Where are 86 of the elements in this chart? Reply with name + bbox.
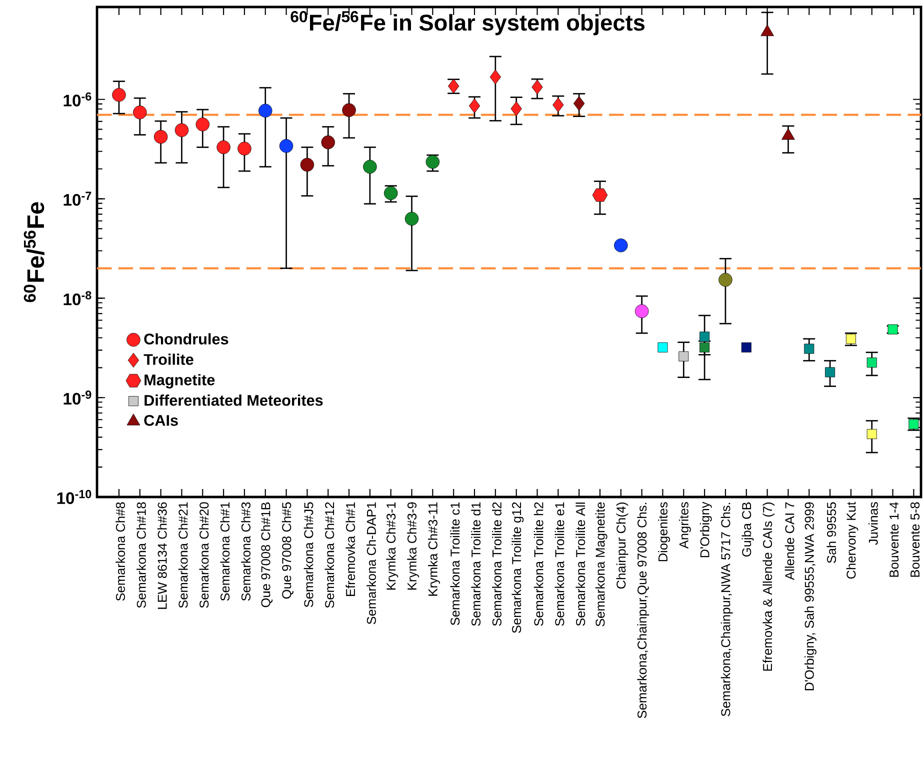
legend-label: Troilite — [144, 354, 194, 365]
point — [700, 342, 710, 352]
x-tick-label: Semarkona Troilite All — [576, 502, 586, 626]
legend-label: Magnetite — [144, 374, 215, 388]
x-tick-label: Semarkona Ch#21 — [178, 502, 188, 608]
x-tick-label: Krymka Ch#3-9 — [407, 502, 420, 590]
x-tick-label: Diogenites — [658, 502, 670, 562]
x-tick-label: Allende CAI 7 — [784, 502, 794, 580]
point — [804, 344, 814, 354]
x-tick-label: Semarkona Ch#18 — [136, 502, 146, 608]
point — [174, 123, 189, 138]
point — [384, 186, 398, 200]
x-tick-label: D'Orbigny, Sah 99555,NWA 2999 — [804, 502, 816, 690]
y-tick-label: 10$^{-10}$ — [57, 490, 92, 504]
point — [258, 104, 272, 118]
point — [678, 351, 689, 362]
point — [718, 272, 732, 287]
y-tick-label: 10$^{-9}$ — [64, 390, 92, 405]
x-tick-label: Angrites — [679, 502, 691, 549]
x-tick-label: D'Orbigny — [700, 502, 712, 558]
x-tick-label: Semarkona Troilite c1 — [450, 502, 460, 626]
point — [634, 304, 649, 318]
point — [825, 367, 836, 378]
point — [490, 70, 502, 84]
x-tick-label: Bouvente 5-8 — [910, 502, 920, 577]
point — [510, 101, 522, 116]
x-tick-label: Bouvente 1-4 — [890, 502, 899, 577]
point — [592, 188, 608, 202]
x-tick-label: Semarkona,Chainpur,Que 97008 Chs. — [637, 502, 650, 718]
x-tick-label: Semarkona Troilite e1 — [554, 502, 564, 626]
x-tick-label: Semarkona Ch#J5 — [304, 502, 314, 608]
x-tick-label: Semarkona Troilite d1 — [471, 502, 481, 626]
x-tick-label: Que 97008 Ch#1B — [260, 502, 273, 608]
point — [342, 103, 356, 117]
point — [133, 106, 147, 120]
point — [321, 135, 335, 150]
x-tick-label: Efremovka & Allende CAIs (7) — [762, 502, 775, 671]
point — [238, 142, 252, 156]
point — [866, 358, 877, 368]
point — [700, 332, 710, 342]
point — [866, 429, 877, 440]
point — [658, 342, 668, 352]
x-tick-label: Semarkona Troilite h2 — [534, 502, 544, 626]
x-tick-label: Semarkona Ch#12 — [324, 502, 334, 608]
point — [300, 158, 314, 172]
x-tick-label: Semarkona Ch#1 — [220, 502, 230, 601]
y-axis-title: $^{60}$Fe/$^{56}$Fe — [24, 202, 44, 302]
x-tick-label: Que 97008 Ch#5 — [282, 502, 294, 599]
point — [216, 140, 230, 154]
x-tick-label: Semarkona,Chainpur,NWA 5717 Chs. — [720, 502, 733, 716]
point — [404, 212, 419, 226]
x-tick-label: Semarkona Troilite d2 — [492, 502, 502, 626]
point — [112, 88, 126, 102]
point — [363, 160, 377, 174]
point — [196, 118, 210, 132]
x-tick-label: Chervony Kut — [846, 502, 858, 579]
y-tick-label: 10$^{-8}$ — [64, 291, 92, 306]
point — [741, 342, 752, 352]
point — [279, 139, 294, 153]
point — [552, 98, 564, 112]
x-tick-label: Efremovka Ch#1 — [346, 502, 356, 596]
point — [468, 98, 480, 114]
y-tick-label: 10$^{-6}$ — [64, 92, 92, 106]
y-tick-label: 10$^{-7}$ — [64, 192, 92, 206]
x-tick-label: Chainpur Ch(4) — [616, 502, 628, 589]
x-tick-label: LEW 86134 Ch#36 — [157, 502, 167, 609]
point — [426, 155, 440, 169]
x-tick-label: Sah 99555 — [826, 502, 836, 564]
chart-title: $^{60}$Fe/$^{56}$Fe in Solar system objects — [290, 11, 645, 36]
legend-label: Differentiated Meteorites — [144, 394, 323, 406]
x-tick-label: Krymka Ch#3-11 — [428, 502, 440, 596]
point — [614, 238, 628, 252]
x-tick-label: Semarkona Magnetite — [595, 502, 608, 626]
x-tick-label: Semarkona Troilite g12 — [512, 502, 524, 633]
x-tick-label: Semarkona Ch#8 — [116, 502, 125, 601]
legend-label: CAIs — [144, 414, 178, 426]
x-tick-label: Gujba CB — [742, 502, 754, 557]
point — [573, 96, 585, 111]
x-tick-label: Semarkona Ch#3 — [241, 502, 250, 601]
point — [532, 80, 543, 94]
legend-label: Chondrules — [144, 333, 228, 344]
x-tick-label: Semarkona Ch-DAP1 — [366, 502, 376, 624]
point — [154, 130, 168, 144]
x-tick-label: Juvinas — [868, 502, 878, 545]
x-tick-label: Semarkona Ch#20 — [199, 502, 209, 608]
x-tick-label: Krymka Ch#3-1 — [386, 502, 398, 590]
